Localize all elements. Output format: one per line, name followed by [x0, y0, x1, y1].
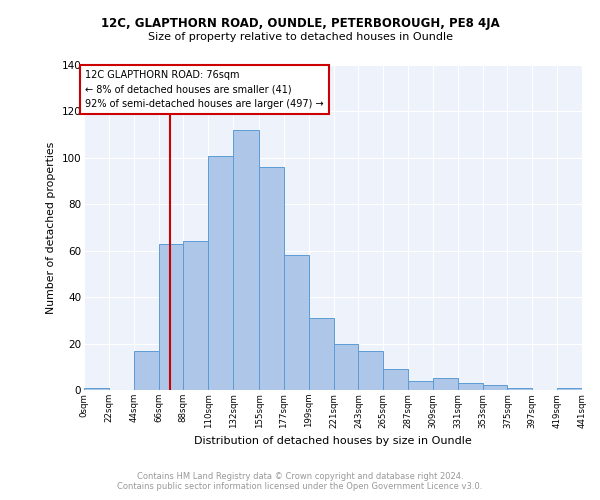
Text: Contains public sector information licensed under the Open Government Licence v3: Contains public sector information licen…: [118, 482, 482, 491]
Bar: [259, 167, 284, 390]
Text: 12C, GLAPTHORN ROAD, OUNDLE, PETERBOROUGH, PE8 4JA: 12C, GLAPTHORN ROAD, OUNDLE, PETERBOROUG…: [101, 18, 499, 30]
Text: 12C GLAPTHORN ROAD: 76sqm
← 8% of detached houses are smaller (41)
92% of semi-d: 12C GLAPTHORN ROAD: 76sqm ← 8% of detach…: [85, 70, 324, 109]
Bar: [557, 388, 582, 390]
Text: Size of property relative to detached houses in Oundle: Size of property relative to detached ho…: [148, 32, 452, 42]
Bar: [508, 388, 532, 390]
Text: Contains HM Land Registry data © Crown copyright and database right 2024.: Contains HM Land Registry data © Crown c…: [137, 472, 463, 481]
Bar: [134, 350, 158, 390]
Bar: [482, 386, 508, 390]
Y-axis label: Number of detached properties: Number of detached properties: [46, 142, 56, 314]
Bar: [158, 244, 184, 390]
Bar: [334, 344, 358, 390]
Bar: [582, 388, 600, 390]
Bar: [233, 130, 259, 390]
Bar: [309, 318, 334, 390]
Bar: [358, 350, 383, 390]
Bar: [284, 256, 309, 390]
Bar: [433, 378, 458, 390]
X-axis label: Distribution of detached houses by size in Oundle: Distribution of detached houses by size …: [194, 436, 472, 446]
Bar: [383, 369, 408, 390]
Bar: [208, 156, 233, 390]
Bar: [408, 380, 433, 390]
Bar: [84, 388, 109, 390]
Bar: [458, 383, 482, 390]
Bar: [184, 242, 208, 390]
